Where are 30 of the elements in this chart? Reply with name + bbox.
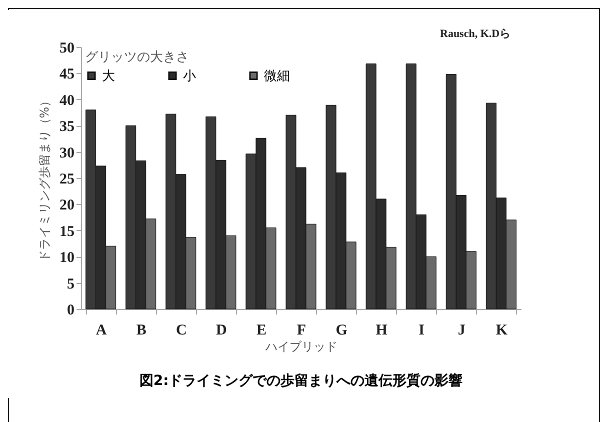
y-tick-label: 45 (60, 66, 74, 83)
x-tick-label: B (136, 322, 146, 338)
x-tick-label: A (96, 322, 107, 338)
x-axis-title: ハイブリッド (264, 340, 338, 354)
text: Rausch, K.Dら (440, 27, 511, 41)
x-tick-label: F (296, 322, 306, 338)
y-tick-label: 10 (60, 250, 74, 266)
legend-title: グリッツの大きさ (85, 49, 189, 64)
x-tick-label: E (256, 322, 266, 338)
y-tick-label: 35 (60, 119, 74, 136)
y-tick-label: 25 (60, 172, 74, 188)
x-tick-label: J (458, 322, 466, 338)
x-tick-label: D (216, 322, 228, 338)
x-tick-label: G (336, 322, 348, 338)
legend-label: 小 (183, 68, 196, 83)
x-tick-label: C (176, 322, 187, 338)
legend-label: 微細 (264, 68, 290, 83)
text: 図2:ドライミングでの歩留まりへの遺伝形質の影響 (139, 372, 463, 389)
y-tick-label: 20 (60, 198, 74, 214)
x-tick-label: K (496, 322, 508, 338)
y-tick-label: 40 (60, 92, 74, 109)
x-tick-label: H (376, 322, 388, 338)
y-axis-title: ドライミリング歩留まり（%） (38, 94, 52, 262)
y-tick-label: 30 (60, 145, 74, 162)
legend-label: 大 (102, 68, 115, 83)
x-tick-label: I (418, 322, 425, 338)
y-tick-label: 0 (67, 302, 74, 318)
y-tick-label: 15 (60, 224, 74, 240)
y-tick-label: 50 (60, 40, 74, 56)
y-tick-label: 5 (67, 276, 74, 292)
